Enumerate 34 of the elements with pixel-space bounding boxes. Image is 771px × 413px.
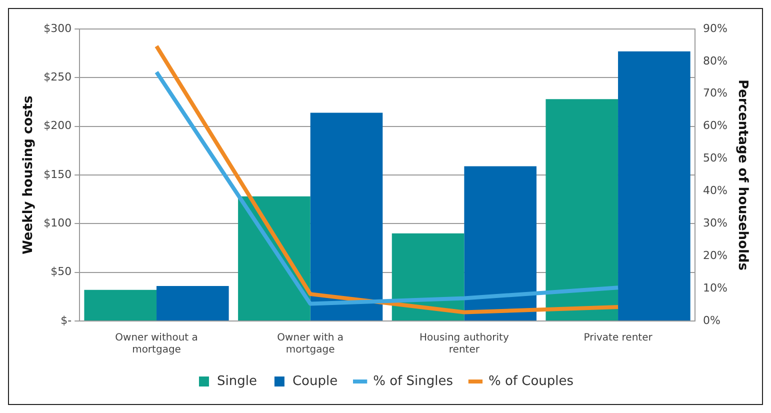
legend-label: Single xyxy=(216,374,257,389)
y-tick-label: $100 xyxy=(44,216,72,230)
x-tick-label: Owner with a mortgage xyxy=(277,332,344,356)
x-tick-label: Housing authority renter xyxy=(419,332,509,356)
y2-tick-label: 50% xyxy=(702,152,728,165)
y2-tick-label: 60% xyxy=(702,119,728,132)
y-tick-label: $250 xyxy=(44,70,72,84)
bar xyxy=(392,233,464,320)
y2-tick-label: 10% xyxy=(702,281,728,294)
x-tick-label: Private renter xyxy=(584,332,654,344)
y-tick-label: $200 xyxy=(44,119,72,132)
x-tick-label: Owner without a mortgage xyxy=(115,332,198,356)
bar xyxy=(618,51,690,320)
bar xyxy=(156,286,229,320)
bar xyxy=(310,112,383,320)
y-tick-label: $150 xyxy=(44,168,72,181)
y-axis-title: Weekly housing costs xyxy=(21,95,36,254)
y-tick-label: $300 xyxy=(44,22,72,35)
bar xyxy=(464,166,536,320)
y2-tick-label: 20% xyxy=(702,248,728,262)
y-tick-label: $- xyxy=(60,314,72,327)
legend-label: Couple xyxy=(292,374,338,389)
y2-tick-label: 70% xyxy=(702,86,728,100)
y2-tick-label: 0% xyxy=(702,314,720,327)
y2-tick-label: 80% xyxy=(702,54,728,68)
y2-axis-title: Percentage of households xyxy=(734,80,750,271)
bar xyxy=(84,290,157,320)
y2-tick-label: 90% xyxy=(702,22,728,35)
legend-label: % of Singles xyxy=(373,374,454,389)
bar xyxy=(546,99,618,320)
y2-tick-label: 30% xyxy=(702,216,728,230)
y2-tick-label: 40% xyxy=(702,184,728,198)
legend-label: % of Couples xyxy=(488,374,574,389)
y-tick-label: $50 xyxy=(50,265,72,278)
